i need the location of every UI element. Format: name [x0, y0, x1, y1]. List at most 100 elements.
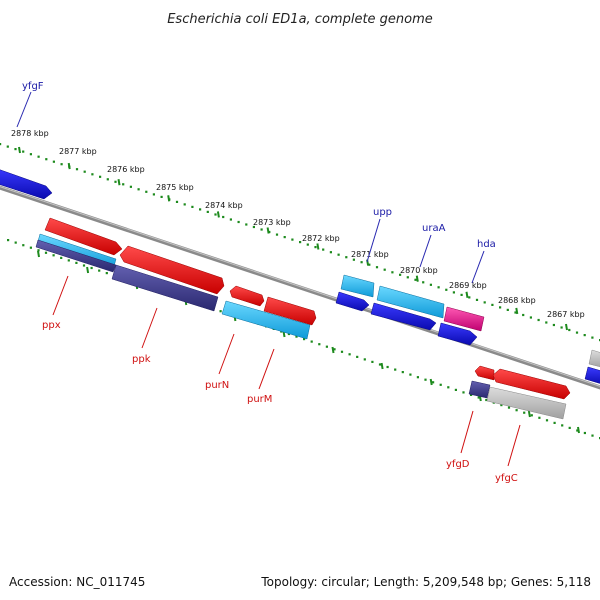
genome-backbone-highlight	[0, 186, 600, 387]
track-dot	[29, 153, 32, 156]
gene-label-purN[interactable]: purN	[205, 380, 229, 391]
track-dot	[429, 283, 432, 286]
track-dot	[500, 404, 503, 407]
track-dot	[485, 398, 488, 402]
tick-label: 2867 kbp	[547, 310, 585, 319]
gene-label-yfgC[interactable]: yfgC	[495, 473, 518, 484]
track-dot	[44, 251, 48, 254]
gene-label-yfgF[interactable]: yfgF	[22, 81, 44, 92]
tick-label: 2870 kbp	[400, 266, 438, 275]
tick-label: 2872 kbp	[302, 234, 340, 243]
track-dot	[145, 190, 148, 193]
track-dot	[106, 178, 109, 181]
tick-mark	[86, 266, 90, 274]
track-dot	[416, 376, 419, 379]
track-dot	[475, 298, 479, 301]
track-dot	[199, 208, 202, 211]
track-dot	[325, 345, 328, 348]
track-dot	[129, 185, 132, 188]
track-dot	[360, 261, 363, 264]
track-dot	[375, 266, 379, 269]
track-dot	[160, 195, 163, 198]
track-dot	[538, 416, 541, 419]
track-dot	[22, 244, 25, 247]
accession-text: Accession: NC_011745	[9, 575, 145, 589]
gene-yfgF-feature[interactable]	[0, 168, 53, 200]
track-dot	[529, 316, 532, 319]
gene-leader-lines	[16, 91, 521, 467]
track-dot	[401, 371, 404, 374]
gene-purM-feature[interactable]	[263, 296, 317, 326]
track-dot	[214, 213, 217, 216]
gene-uraA-feature[interactable]	[370, 285, 445, 331]
track-dot	[460, 293, 463, 296]
track-dot	[82, 264, 86, 267]
tick-mark	[37, 250, 40, 258]
track-dot	[45, 158, 48, 161]
gene-upp-feature[interactable]	[335, 274, 375, 312]
track-dot	[445, 288, 448, 291]
tick-mark	[577, 426, 580, 434]
track-dot	[299, 241, 302, 244]
tick-label: 2876 kbp	[107, 165, 145, 174]
track-dot	[222, 215, 225, 219]
track-dot	[22, 150, 25, 153]
track-dot	[52, 254, 55, 257]
track-dot	[337, 253, 340, 256]
gene-label-yfgD[interactable]: yfgD	[446, 459, 470, 470]
track-dot	[52, 160, 55, 163]
genome-backbone	[0, 185, 600, 390]
tick-mark	[18, 146, 21, 154]
tick-mark	[429, 378, 433, 386]
track-dot	[394, 368, 397, 371]
yfgD-leader	[460, 410, 474, 454]
gene-ppk-feature[interactable]	[111, 245, 225, 312]
tick-label: 2877 kbp	[59, 147, 97, 156]
tick-mark	[331, 346, 335, 354]
track-dot	[386, 365, 389, 369]
gene-label-ppk[interactable]: ppk	[132, 354, 151, 365]
gene-ppx-feature[interactable]	[35, 217, 123, 273]
track-dot	[553, 421, 556, 424]
hda-leader	[471, 250, 485, 284]
track-dot	[37, 155, 40, 158]
track-dot	[252, 225, 255, 229]
track-dot	[75, 168, 79, 171]
track-dot	[137, 188, 140, 191]
track-dot	[468, 296, 471, 299]
track-dot	[67, 259, 70, 262]
gene-label-ppx[interactable]: ppx	[42, 320, 61, 331]
gene-label-purM[interactable]: purM	[247, 394, 272, 405]
track-dot	[409, 373, 412, 376]
gene-purN-feature[interactable]	[221, 285, 311, 340]
track-dot	[105, 272, 108, 275]
track-dot	[340, 350, 344, 353]
tick-label: 2871 kbp	[351, 250, 389, 259]
gene-hda-feature[interactable]	[437, 306, 485, 346]
track-dot	[245, 223, 248, 226]
track-dot	[303, 338, 306, 341]
track-dot	[568, 328, 571, 332]
gene-yfgD-feature[interactable]	[468, 365, 495, 399]
tick-label: 2873 kbp	[253, 218, 291, 227]
track-dot	[537, 318, 540, 322]
tick-mark	[527, 410, 531, 418]
gene-label-hda[interactable]: hda	[477, 239, 496, 250]
track-dot	[483, 301, 486, 304]
track-dot	[191, 205, 194, 208]
gene-label-uraA[interactable]: uraA	[422, 223, 446, 234]
tick-label: 2874 kbp	[205, 201, 243, 210]
track-dot	[424, 378, 427, 381]
track-dot	[491, 303, 494, 306]
track-dot	[575, 331, 579, 334]
track-dot	[437, 286, 440, 289]
track-dot	[591, 336, 594, 339]
track-dot	[452, 291, 455, 294]
tick-mark	[415, 275, 419, 282]
track-dot	[260, 228, 263, 231]
gene-yfgC-feature[interactable]	[486, 368, 571, 420]
track-dot	[514, 311, 517, 314]
gene-label-upp[interactable]: upp	[373, 207, 392, 218]
gene-edge-feature[interactable]	[584, 349, 600, 385]
track-dot	[363, 358, 366, 361]
